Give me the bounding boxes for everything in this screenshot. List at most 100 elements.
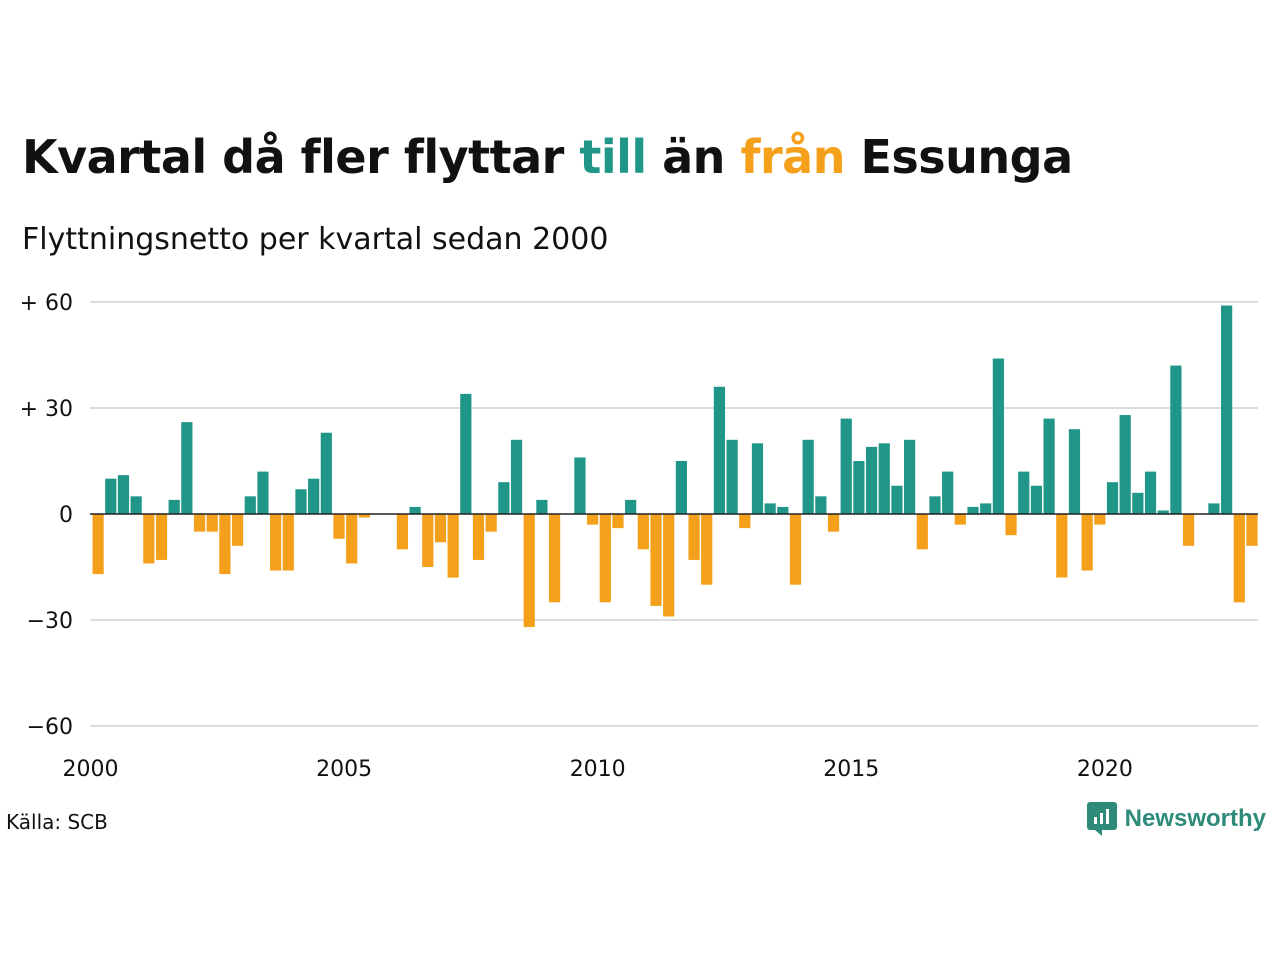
x-tick-label: 2010: [570, 757, 626, 782]
y-tick-label: 0: [59, 503, 73, 528]
bar-2005Q1: [346, 514, 358, 564]
bar-2001Q2: [155, 514, 168, 560]
newsworthy-logo: Newsworthy: [1086, 802, 1266, 836]
bar-2018Q3: [1030, 485, 1043, 514]
bar-2022Q4: [1246, 514, 1258, 546]
bar-2022Q2: [1221, 305, 1233, 514]
bar-2011Q2: [663, 514, 675, 617]
bar-2016Q3: [929, 496, 941, 514]
bar-2011Q1: [650, 514, 662, 606]
bar-2004Q2: [308, 478, 320, 514]
bar-2000Q4: [130, 496, 142, 514]
bar-2004Q4: [333, 514, 345, 539]
bar-2000Q3: [117, 475, 130, 514]
bar-2018Q2: [1018, 471, 1030, 514]
source-note: Källa: SCB: [6, 810, 108, 834]
bar-2017Q1: [954, 514, 966, 525]
bar-2000Q2: [105, 478, 117, 514]
bar-2013Q3: [777, 506, 789, 514]
x-tick-label: 2000: [63, 757, 119, 782]
bar-2013Q4: [789, 514, 802, 585]
bar-2014Q4: [840, 418, 852, 514]
bar-2017Q2: [967, 506, 979, 514]
bar-2016Q4: [942, 471, 954, 514]
bar-2006Q3: [422, 514, 434, 567]
bar-2007Q2: [460, 393, 472, 514]
bar-2012Q3: [726, 439, 738, 514]
x-tick-label: 2005: [316, 757, 372, 782]
title-part-3: än: [646, 130, 741, 184]
bar-2004Q3: [320, 432, 332, 514]
bar-2003Q3: [270, 514, 282, 571]
bar-2022Q3: [1233, 514, 1245, 603]
bar-2010Q2: [612, 514, 624, 529]
title-part-5: Essunga: [844, 130, 1073, 184]
bar-2003Q1: [244, 496, 256, 514]
bar-2020Q3: [1132, 492, 1144, 514]
newsworthy-logo-text: Newsworthy: [1124, 805, 1266, 832]
bar-2008Q3: [523, 514, 535, 628]
bar-2021Q1: [1157, 510, 1169, 514]
bar-2007Q1: [447, 514, 459, 578]
chart-subtitle: Flyttningsnetto per kvartal sedan 2000: [22, 222, 609, 257]
title-part-fran: från: [740, 130, 845, 184]
bar-2002Q1: [193, 514, 206, 532]
y-tick-label: −60: [27, 715, 73, 740]
bar-2021Q2: [1170, 365, 1182, 514]
bar-2004Q1: [295, 489, 307, 514]
grid-lines: [90, 301, 1258, 727]
bar-2002Q2: [206, 514, 218, 532]
bar-2006Q1: [396, 514, 409, 550]
x-tick-label: 2015: [823, 757, 879, 782]
bar-2021Q3: [1182, 514, 1195, 546]
chart-title: Kvartal då fler flyttar till än från Ess…: [22, 130, 1073, 184]
bar-2022Q1: [1208, 503, 1220, 514]
bar-2017Q3: [980, 503, 992, 514]
y-tick-label: −30: [27, 609, 73, 634]
bar-2009Q3: [574, 457, 586, 514]
bar-2001Q1: [143, 514, 155, 564]
newsworthy-logo-icon: [1086, 802, 1117, 836]
bar-2015Q1: [853, 461, 865, 514]
bar-2011Q3: [675, 461, 687, 514]
y-tick-label: + 30: [20, 397, 73, 422]
bar-2015Q4: [891, 485, 903, 514]
bar-2008Q2: [510, 439, 523, 514]
bar-2006Q2: [409, 506, 421, 514]
bar-2020Q1: [1106, 482, 1119, 514]
bar-2008Q1: [498, 482, 510, 514]
bar-2013Q1: [751, 443, 764, 514]
x-tick-labels: 2000 2005 2010 2015 2020: [63, 757, 1133, 782]
bars: [92, 305, 1258, 628]
bar-2012Q4: [739, 514, 751, 529]
bar-2018Q1: [1005, 514, 1017, 536]
bar-2016Q2: [916, 514, 928, 550]
bar-2014Q1: [802, 439, 814, 514]
bar-2007Q3: [472, 514, 485, 560]
bar-2005Q2: [358, 514, 370, 518]
bar-2008Q4: [536, 499, 548, 514]
title-part-till: till: [579, 130, 647, 184]
bar-2009Q1: [548, 514, 561, 603]
bar-2012Q1: [701, 514, 713, 585]
bar-2013Q2: [764, 503, 776, 514]
bar-2010Q4: [637, 514, 649, 550]
bar-2011Q4: [688, 514, 700, 560]
bar-2020Q2: [1119, 415, 1131, 514]
bar-2010Q1: [599, 514, 611, 603]
y-tick-label: + 60: [20, 291, 73, 316]
bar-2002Q4: [231, 514, 244, 546]
bar-2019Q3: [1081, 514, 1093, 571]
bar-2018Q4: [1043, 418, 1055, 514]
bar-chart: + 60 + 30 0 −30 −60 2000 2005 2010 2015 2020: [20, 291, 1258, 782]
bar-2003Q2: [257, 471, 269, 514]
bar-2009Q4: [587, 514, 599, 525]
bar-2002Q3: [219, 514, 231, 575]
bar-2000Q1: [92, 514, 104, 575]
bar-2019Q1: [1056, 514, 1068, 578]
bar-2007Q4: [485, 514, 497, 532]
bar-2014Q3: [827, 514, 840, 532]
bar-2010Q3: [625, 499, 637, 514]
bar-2003Q4: [282, 514, 294, 571]
bar-2006Q4: [434, 514, 447, 543]
